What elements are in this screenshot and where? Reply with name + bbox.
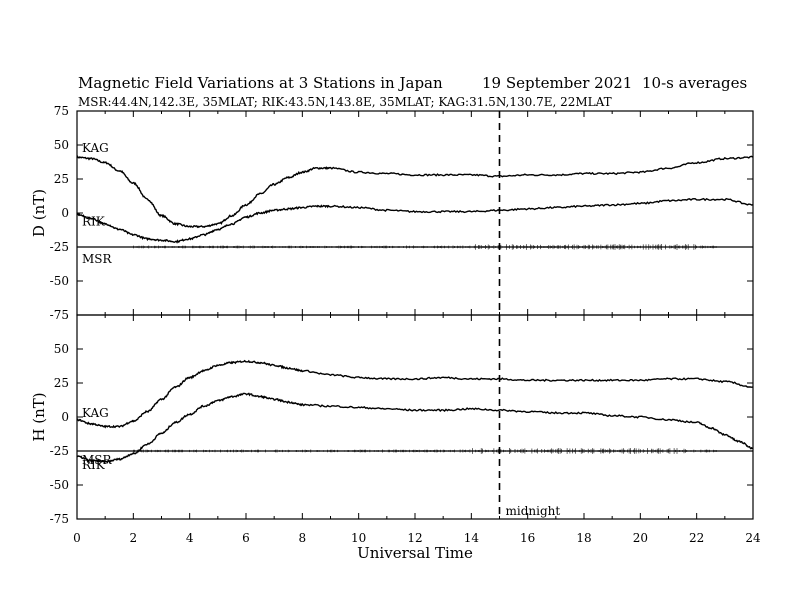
series-label-kag-D: KAG xyxy=(82,141,109,155)
y-tick-label: 0 xyxy=(61,206,69,220)
series-line-rik-D xyxy=(76,197,754,244)
x-tick-label: 24 xyxy=(745,531,761,545)
chart-date: 19 September 2021 xyxy=(482,74,632,92)
x-axis-label: Universal Time xyxy=(357,544,473,562)
x-tick-label: 4 xyxy=(186,531,194,545)
d-axis-label: D (nT) xyxy=(30,189,48,237)
h-panel-frame xyxy=(76,314,754,520)
x-tick-label: 18 xyxy=(576,531,591,545)
series-label-msr-D: MSR xyxy=(82,252,113,266)
y-tick-label: 0 xyxy=(61,410,69,424)
y-tick-label: -50 xyxy=(50,478,69,492)
y-tick-label: -75 xyxy=(50,308,69,322)
series-layer xyxy=(76,111,754,519)
y-tick-label: 75 xyxy=(54,104,69,118)
chart-averaging: 10-s averages xyxy=(642,74,747,92)
y-tick-label: -50 xyxy=(50,274,69,288)
y-tick-label: -25 xyxy=(50,444,69,458)
x-tick-label: 10 xyxy=(351,531,366,545)
station-coordinates: MSR:44.4N,142.3E, 35MLAT; RIK:43.5N,143.… xyxy=(78,95,612,109)
series-line-kag-H xyxy=(76,359,754,429)
x-tick-label: 2 xyxy=(130,531,138,545)
chart-title: Magnetic Field Variations at 3 Stations … xyxy=(78,74,443,92)
series-line-kag-D xyxy=(76,155,754,229)
x-tick-label: 8 xyxy=(299,531,307,545)
series-noise-msr-D xyxy=(133,244,719,250)
series-label-rik-D: RIK xyxy=(82,214,106,228)
series-label-kag-H: KAG xyxy=(82,406,109,420)
y-tick-label: -75 xyxy=(50,512,69,526)
x-tick-label: 12 xyxy=(407,531,422,545)
series-label-rik-H: RIK xyxy=(82,458,106,472)
x-tick-label: 22 xyxy=(689,531,704,545)
y-tick-label: 25 xyxy=(54,172,69,186)
y-tick-label: 50 xyxy=(54,138,69,152)
x-tick-label: 16 xyxy=(520,531,535,545)
y-tick-label: 25 xyxy=(54,376,69,390)
series-line-rik-H xyxy=(76,392,753,464)
y-tick-label: 50 xyxy=(54,342,69,356)
series-label-msr-H: MSR xyxy=(82,453,113,467)
x-tick-label: 20 xyxy=(633,531,648,545)
x-tick-label: 0 xyxy=(73,531,81,545)
x-tick-label: 14 xyxy=(464,531,480,545)
annotation-midnight: midnight xyxy=(506,504,561,518)
x-tick-label: 6 xyxy=(242,531,250,545)
y-tick-label: -25 xyxy=(50,240,69,254)
h-axis-label: H (nT) xyxy=(30,392,48,441)
